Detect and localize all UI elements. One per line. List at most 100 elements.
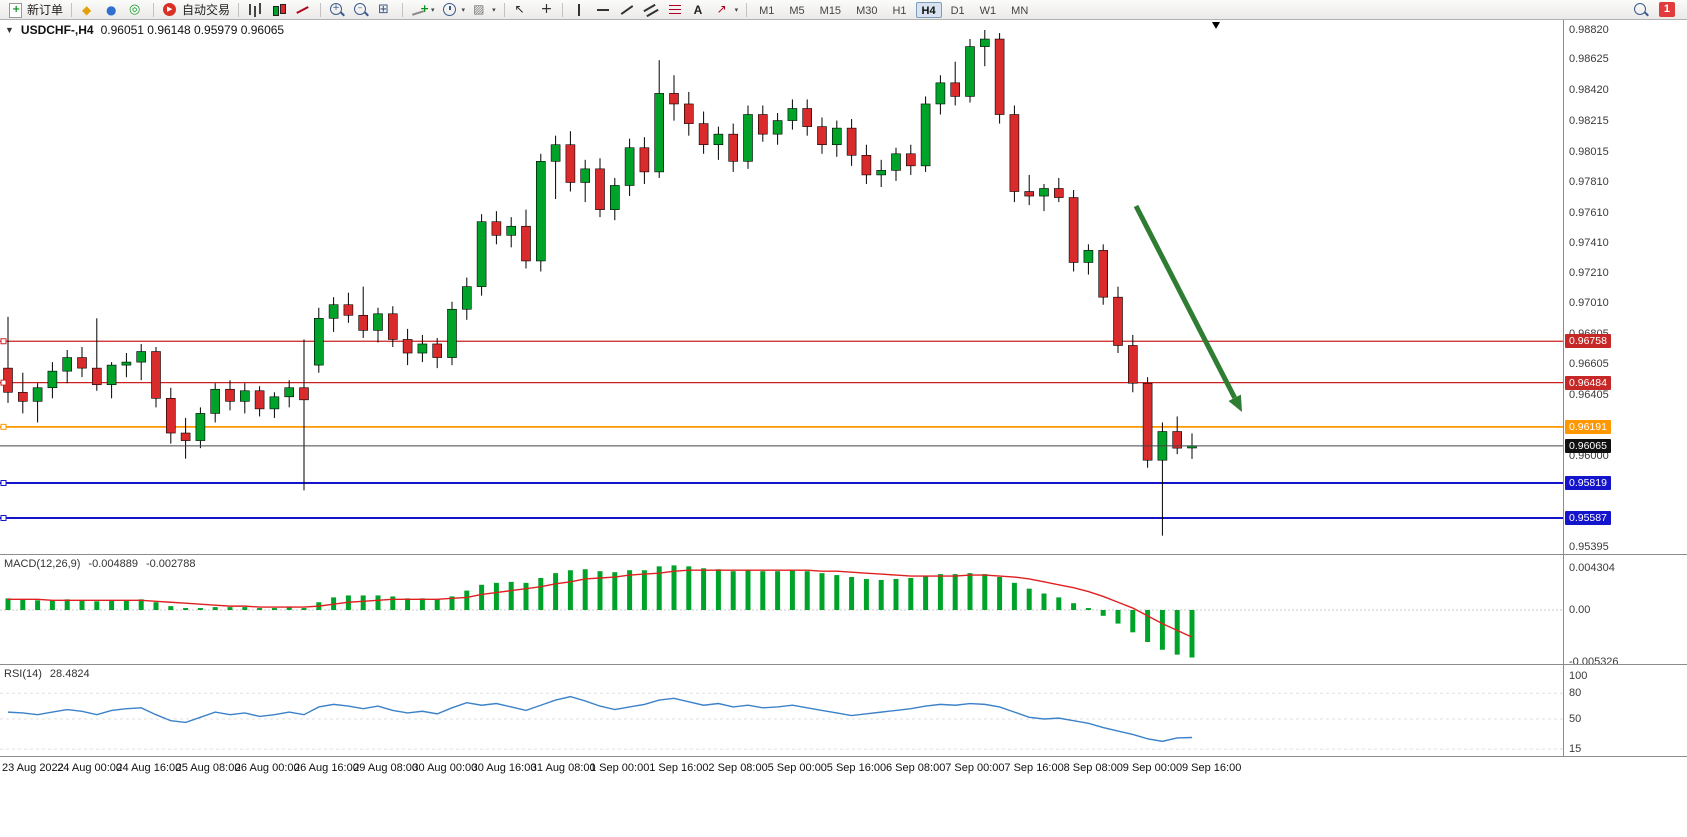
- price-axis-label: 0.97610: [1569, 206, 1609, 219]
- line-handle[interactable]: [0, 379, 7, 386]
- time-axis-label: 7 Sep 16:00: [1004, 762, 1064, 774]
- toolbar-separator: [561, 2, 563, 17]
- fibo-icon: [667, 2, 684, 18]
- trendline-button[interactable]: [616, 1, 639, 19]
- new-order-button[interactable]: 新订单: [4, 1, 66, 19]
- channel-icon: [643, 2, 660, 18]
- time-axis-label: 7 Sep 00:00: [945, 762, 1005, 774]
- arrows-button[interactable]: ▾: [712, 1, 742, 19]
- timeframe-h1-button[interactable]: H1: [892, 4, 907, 17]
- chevron-down-icon: ▾: [431, 6, 435, 14]
- crosshair-button[interactable]: [534, 1, 557, 19]
- macd-chart[interactable]: [0, 555, 1563, 664]
- time-axis-label: 9 Sep 16:00: [1182, 762, 1242, 774]
- time-axis-label: 23 Aug 2022: [2, 762, 64, 774]
- notification-badge[interactable]: 1: [1658, 2, 1675, 17]
- vline-icon: [571, 2, 588, 18]
- autotrading-button-label: 自动交易: [182, 3, 231, 17]
- indicators-button[interactable]: ▾: [408, 1, 438, 19]
- line-handle[interactable]: [0, 338, 7, 345]
- toolbar-separator: [238, 2, 240, 17]
- price-badge: 0.95819: [1565, 475, 1611, 490]
- zoom-in-button[interactable]: [326, 1, 349, 19]
- chart-line-button[interactable]: [292, 1, 315, 19]
- time-axis-label: 1 Sep 16:00: [649, 762, 709, 774]
- rsi-axis-label: 80: [1569, 687, 1582, 700]
- channel-button[interactable]: [640, 1, 663, 19]
- toolbar-right: 1: [1630, 1, 1683, 19]
- toolbar-separator: [153, 2, 155, 17]
- vps-button[interactable]: [125, 1, 148, 19]
- fibonacci-button[interactable]: [664, 1, 687, 19]
- macd-axis: 0.004304 0.00 -0.005326: [1563, 555, 1687, 664]
- line-handle[interactable]: [0, 515, 7, 522]
- cursor-icon: [513, 2, 530, 18]
- zoom-out-button[interactable]: [350, 1, 373, 19]
- timeframe-m1-button[interactable]: M1: [759, 4, 775, 17]
- macd-panel[interactable]: MACD(12,26,9) -0.004889 -0.002788 0.0043…: [0, 554, 1687, 664]
- crosshair-icon: [537, 2, 554, 18]
- time-axis-label: 8 Sep 08:00: [1063, 762, 1123, 774]
- timeframe-d1-button[interactable]: D1: [950, 4, 965, 17]
- price-badge: 0.96484: [1565, 375, 1611, 390]
- templates-button[interactable]: ▾: [469, 1, 499, 19]
- chevron-down-icon: ▾: [734, 6, 739, 14]
- price-axis-label: 0.97010: [1569, 297, 1609, 310]
- time-axis[interactable]: 23 Aug 2022 24 Aug 00:00 24 Aug 16:00 25 Au…: [0, 756, 1687, 778]
- time-axis-label: 2 Sep 08:00: [708, 762, 768, 774]
- horizontal-line-button[interactable]: [592, 1, 615, 19]
- arrow-head[interactable]: [1228, 394, 1242, 412]
- clock-icon: [442, 2, 459, 18]
- autotrading-button[interactable]: 自动交易: [159, 1, 233, 19]
- candles: [3, 30, 1197, 536]
- rsi-panel[interactable]: RSI(14) 28.4824 100 80 50 15: [0, 664, 1687, 756]
- tile-windows-button[interactable]: [374, 1, 397, 19]
- rsi-chart[interactable]: [0, 665, 1563, 756]
- timeframe-m15-button[interactable]: M15: [819, 4, 842, 17]
- price-axis-label: 0.98625: [1569, 53, 1609, 66]
- toolbar-separator: [746, 2, 748, 17]
- arrow-object[interactable]: [1133, 204, 1237, 399]
- search-icon: [1633, 2, 1650, 18]
- timeframe-w1-button[interactable]: W1: [979, 4, 997, 17]
- vertical-line-button[interactable]: [568, 1, 591, 19]
- macd-axis-label: -0.005326: [1569, 655, 1619, 664]
- price-axis-label: 0.96405: [1569, 388, 1609, 401]
- text-button[interactable]: [688, 1, 711, 19]
- timeframe-mn-button[interactable]: MN: [1011, 4, 1029, 17]
- toolbar-separator: [320, 2, 322, 17]
- neworder-icon: [7, 2, 24, 18]
- timeframe-m30-button[interactable]: M30: [856, 4, 878, 17]
- cursor-button[interactable]: [510, 1, 533, 19]
- zoomout-icon: [353, 2, 370, 18]
- textA-icon: [691, 2, 708, 18]
- periods-button[interactable]: ▾: [439, 1, 469, 19]
- tile-icon: [377, 2, 394, 18]
- line-handle[interactable]: [0, 423, 7, 430]
- line-handle[interactable]: [0, 479, 7, 486]
- time-axis-label: 30 Aug 00:00: [412, 762, 478, 774]
- autotrade-icon: [162, 2, 179, 18]
- market-button[interactable]: [77, 1, 100, 19]
- timeframe-h4-button[interactable]: H4: [915, 1, 942, 18]
- timeframe-m5-button[interactable]: M5: [789, 4, 805, 17]
- price-axis-label: 0.97210: [1569, 267, 1609, 280]
- rsi-axis-label: 100: [1569, 670, 1588, 682]
- rsi-axis-label: 15: [1569, 743, 1582, 756]
- bar-shift-marker-icon: [1212, 22, 1220, 29]
- price-chart[interactable]: [0, 20, 1563, 554]
- new-order-button-label: 新订单: [27, 3, 64, 17]
- chart-candles-button[interactable]: [268, 1, 291, 19]
- chart-bars-button[interactable]: [244, 1, 267, 19]
- bars-icon: [247, 2, 264, 18]
- main-chart-panel[interactable]: ▼ USDCHF-,H4 0.96051 0.96148 0.95979 0.9…: [0, 20, 1687, 554]
- rsi-label-row: RSI(14) 28.4824: [4, 668, 90, 680]
- time-axis-label: 31 Aug 08:00: [530, 762, 596, 774]
- time-axis-label: 6 Sep 08:00: [886, 762, 946, 774]
- trend-icon: [619, 2, 636, 18]
- rsi-line: [7, 695, 1193, 743]
- signals-button[interactable]: [101, 1, 124, 19]
- price-axis-label: 0.98420: [1569, 84, 1609, 97]
- linechart-icon: [295, 2, 312, 18]
- search-button[interactable]: [1630, 1, 1653, 19]
